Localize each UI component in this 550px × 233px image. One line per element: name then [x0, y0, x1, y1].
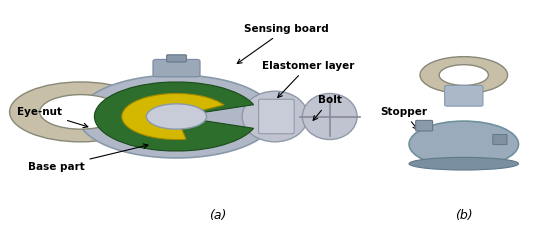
FancyBboxPatch shape	[444, 86, 483, 106]
Circle shape	[146, 104, 207, 129]
FancyBboxPatch shape	[258, 99, 294, 134]
Wedge shape	[122, 93, 224, 140]
FancyBboxPatch shape	[416, 120, 433, 131]
Text: (a): (a)	[209, 209, 226, 223]
Text: Stopper: Stopper	[380, 107, 427, 130]
FancyBboxPatch shape	[167, 55, 186, 62]
FancyBboxPatch shape	[493, 134, 507, 145]
Ellipse shape	[409, 157, 519, 170]
Ellipse shape	[242, 91, 308, 142]
FancyBboxPatch shape	[153, 59, 200, 77]
Circle shape	[78, 75, 275, 158]
Circle shape	[9, 82, 152, 142]
Ellipse shape	[302, 93, 357, 140]
Circle shape	[40, 95, 122, 129]
Text: Elastomer layer: Elastomer layer	[262, 61, 354, 97]
Text: Base part: Base part	[28, 144, 148, 172]
Text: Sensing board: Sensing board	[237, 24, 328, 64]
Text: Eye-nut: Eye-nut	[17, 107, 88, 128]
Ellipse shape	[409, 121, 519, 167]
Circle shape	[420, 57, 508, 93]
Text: (b): (b)	[455, 209, 472, 223]
Circle shape	[439, 65, 488, 86]
Text: Bolt: Bolt	[313, 95, 342, 120]
Wedge shape	[95, 82, 254, 151]
